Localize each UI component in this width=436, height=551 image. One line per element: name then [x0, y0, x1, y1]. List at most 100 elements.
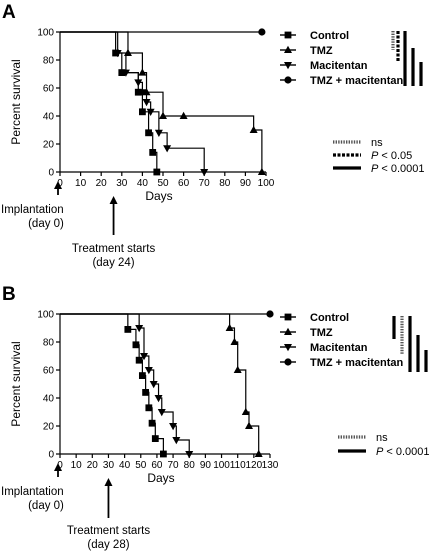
legend-label: TMZ	[310, 45, 333, 57]
data-point	[121, 69, 130, 77]
data-point	[153, 168, 161, 176]
legend-marker	[284, 45, 292, 53]
data-point	[266, 310, 274, 318]
data-point	[154, 129, 163, 137]
data-point	[258, 28, 266, 36]
legend-label: TMZ + macitentan	[310, 75, 403, 87]
data-point	[149, 149, 157, 156]
data-point	[138, 372, 146, 379]
x-tick-label: 20	[87, 460, 99, 471]
survival-curve	[60, 313, 190, 454]
survival-curve	[60, 313, 164, 454]
data-point	[233, 365, 242, 373]
x-tick-label: 10	[71, 460, 83, 471]
x-tick-label: 40	[119, 460, 131, 471]
implantation-label: Implantation	[1, 204, 64, 216]
data-point	[134, 79, 143, 87]
series-macitentan	[60, 31, 209, 177]
data-point	[139, 108, 146, 116]
x-tick-label: 80	[219, 178, 231, 189]
legend-marker	[284, 76, 292, 84]
panel-label: A	[2, 2, 16, 23]
data-point	[225, 323, 234, 331]
series-macitentan	[60, 313, 194, 459]
x-tick-label: 130	[262, 460, 279, 471]
significance-key-label: P < 0.0001	[371, 163, 425, 175]
treatment-arrow-head	[104, 478, 113, 486]
x-tick-label: 70	[168, 460, 180, 471]
series-tmz	[60, 313, 263, 457]
y-tick-label: 60	[43, 84, 55, 95]
y-tick-label: 100	[37, 310, 54, 321]
data-point	[254, 449, 263, 457]
legend-marker	[284, 313, 292, 321]
x-tick-label: 90	[240, 178, 252, 189]
x-tick-label: 30	[103, 460, 115, 471]
x-tick-label: 100	[213, 460, 230, 471]
data-point	[172, 437, 181, 445]
implantation-label: Implantation	[1, 486, 64, 498]
legend-marker	[284, 62, 292, 70]
significance-key-label: ns	[371, 137, 383, 149]
x-tick-label: 30	[116, 178, 128, 189]
x-tick-label: 70	[199, 178, 211, 189]
data-point	[135, 356, 143, 364]
data-point	[179, 111, 188, 119]
data-point	[249, 125, 258, 133]
data-point	[142, 99, 151, 107]
x-tick-label: 20	[96, 178, 108, 189]
data-point	[138, 68, 147, 76]
significance-key-label: P < 0.05	[371, 150, 412, 162]
series-control	[60, 313, 167, 458]
y-tick-label: 80	[43, 56, 55, 67]
data-point	[149, 381, 158, 389]
treatment-label: Treatment starts	[72, 243, 156, 255]
data-point	[118, 69, 126, 76]
x-tick-label: 10	[75, 178, 87, 189]
data-point	[163, 145, 172, 153]
treatment-label: Treatment starts	[67, 525, 151, 537]
y-tick-label: 80	[43, 338, 55, 349]
y-tick-label: 40	[43, 394, 55, 405]
data-point	[159, 111, 167, 119]
y-tick-label: 40	[43, 112, 55, 123]
x-tick-label: 100	[258, 178, 275, 189]
data-point	[151, 435, 159, 442]
data-point	[145, 129, 152, 137]
data-point	[159, 450, 167, 458]
y-tick-label: 0	[48, 450, 54, 461]
data-point	[241, 407, 250, 415]
data-point	[124, 326, 132, 333]
survival-curve	[60, 31, 205, 172]
y-tick-label: 20	[43, 140, 55, 151]
x-tick-label: 90	[200, 460, 212, 471]
data-point	[135, 325, 144, 333]
x-tick-label: 40	[137, 178, 149, 189]
y-tick-label: 60	[43, 366, 55, 377]
series-tmz-macitentan	[60, 28, 266, 36]
legend-label: Control	[310, 30, 349, 42]
legend-label: Macitentan	[310, 60, 368, 72]
data-point	[245, 421, 253, 429]
y-tick-label: 100	[37, 28, 54, 39]
legend-marker	[284, 31, 292, 39]
legend-marker	[284, 358, 292, 366]
data-point	[157, 409, 166, 417]
implantation-arrow-head	[54, 463, 62, 471]
data-point	[230, 337, 239, 345]
data-point	[145, 404, 153, 412]
data-point	[113, 50, 122, 58]
significance-key-label: P < 0.0001	[376, 446, 430, 458]
data-point	[134, 88, 142, 96]
data-point	[138, 89, 147, 97]
data-point	[154, 395, 163, 403]
implantation-arrow-head	[54, 181, 62, 189]
data-point	[169, 423, 178, 431]
y-tick-label: 20	[43, 422, 55, 433]
x-tick-label: 120	[246, 460, 263, 471]
panel-B: B0 10 20 30 40 50 60 70 80 90 100 110 120 13002040608…	[1, 284, 430, 551]
series-tmz-macitentan	[60, 310, 274, 318]
data-point	[144, 367, 153, 375]
legend-label: Macitentan	[310, 342, 368, 354]
